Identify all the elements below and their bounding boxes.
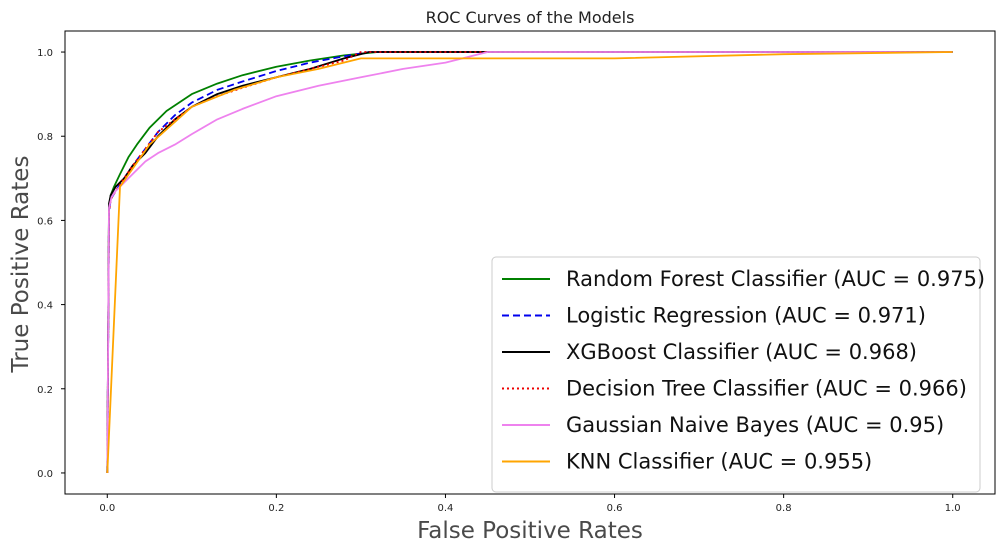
legend-label-6: KNN Classifier (AUC = 0.955) [566,450,872,474]
y-tick-label: 0.2 [37,385,53,396]
series-layer [106,51,953,474]
series-line-5 [106,51,953,474]
y-tick-label: 0.6 [37,216,53,227]
legend: Random Forest Classifier (AUC = 0.975) Lo… [491,256,985,493]
y-tick-label: 0.8 [37,132,53,143]
x-axis-label: False Positive Rates [417,518,643,544]
y-tick-label: 0.0 [37,469,53,480]
ticks-layer: 0.0 0.2 0.4 0.6 0.8 1.0 0.0 0.2 0.4 0.6 0.8 1.0 [37,48,961,514]
legend-label-2: Logistic Regression (AUC = 0.971) [566,304,926,328]
legend-label-1: Random Forest Classifier (AUC = 0.975) [566,267,985,291]
series-line-6 [106,51,953,474]
x-tick-label: 0.2 [268,503,284,514]
x-tick-label: 0.4 [438,503,454,514]
x-tick-label: 0.6 [607,503,623,514]
x-tick-label: 0.0 [99,503,115,514]
legend-label-3: XGBoost Classifier (AUC = 0.968) [566,340,917,364]
y-tick-label: 0.4 [37,301,53,312]
series-line-4 [106,51,953,474]
y-axis-label: True Positive Rates [8,156,34,374]
plot-frame [64,30,996,495]
x-tick-label: 1.0 [945,503,961,514]
legend-label-4: Decision Tree Classifier (AUC = 0.966) [566,377,967,401]
y-tick-label: 1.0 [37,48,53,59]
chart-title: ROC Curves of the Models [426,8,635,27]
x-tick-label: 0.8 [776,503,792,514]
legend-label-5: Gaussian Naive Bayes (AUC = 0.95) [566,413,944,437]
legend-box [491,256,981,493]
